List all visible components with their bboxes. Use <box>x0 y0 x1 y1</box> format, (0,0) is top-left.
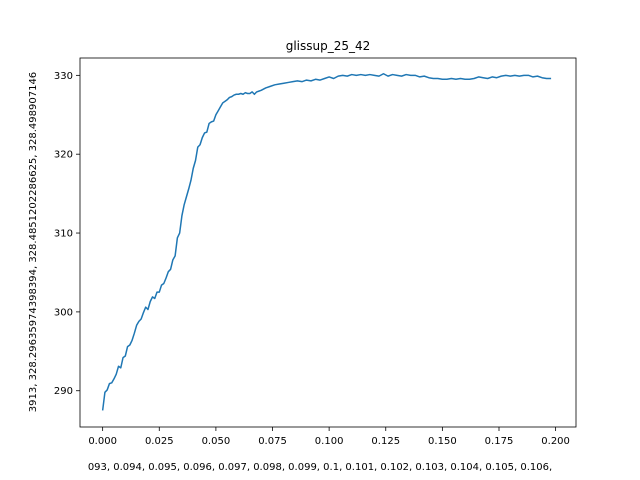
x-tick-label: 0.175 <box>485 436 514 447</box>
x-tick-label: 0.075 <box>258 436 287 447</box>
x-tick-label: 0.025 <box>145 436 174 447</box>
x-tick-label: 0.150 <box>428 436 457 447</box>
y-tick-label: 300 <box>54 307 73 318</box>
chart-title: glissup_25_42 <box>286 39 371 53</box>
y-tick-label: 310 <box>54 229 73 240</box>
x-axis-label: 093, 0.094, 0.095, 0.096, 0.097, 0.098, … <box>88 462 552 473</box>
series-line <box>101 73 552 411</box>
plot-area <box>80 58 576 427</box>
y-tick-label: 290 <box>54 386 73 397</box>
y-axis-label: 3913, 328.29635974398394, 328.4851202286… <box>28 72 39 412</box>
y-tick-label: 330 <box>54 71 73 82</box>
y-tick-label: 320 <box>54 150 73 161</box>
x-tick-label: 0.125 <box>371 436 400 447</box>
y-axis-ticks: 290 300 310 320 330 <box>54 71 80 397</box>
x-tick-label: 0.000 <box>88 436 117 447</box>
x-tick-label: 0.050 <box>202 436 231 447</box>
x-tick-label: 0.200 <box>541 436 570 447</box>
x-tick-label: 0.100 <box>315 436 344 447</box>
x-axis-ticks: 0.000 0.025 0.050 0.075 0.100 0.125 0.150 0.175… <box>88 427 570 447</box>
plot-frame <box>79 57 577 428</box>
